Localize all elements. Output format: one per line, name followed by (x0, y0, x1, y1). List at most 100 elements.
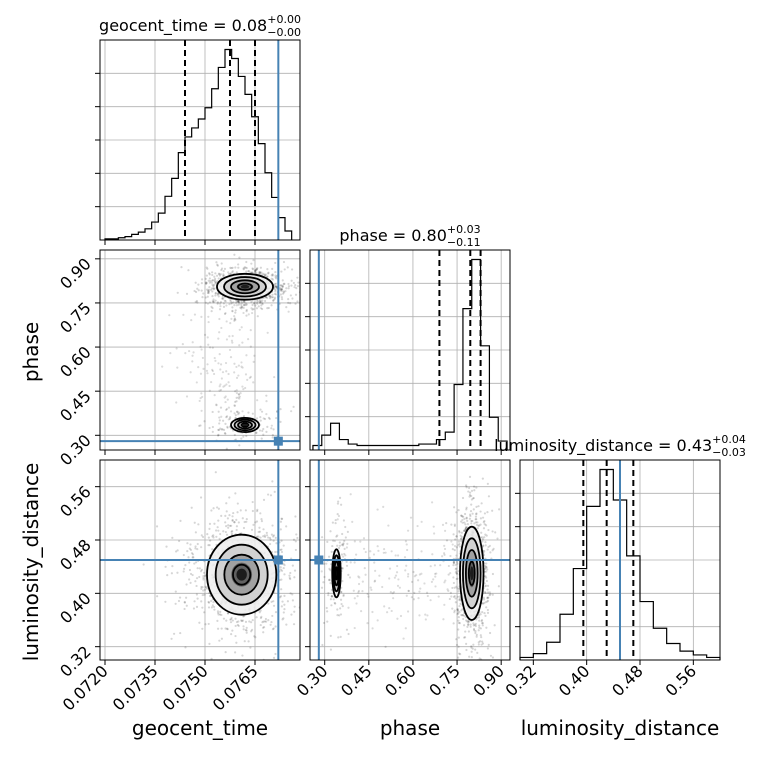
scatter-point (236, 511, 239, 514)
scatter-point (252, 381, 255, 384)
scatter-point (208, 543, 211, 547)
scatter-point (217, 507, 220, 510)
scatter-point (220, 514, 223, 517)
scatter-point (273, 296, 277, 299)
scatter-point (372, 553, 376, 556)
scatter-point (273, 282, 277, 286)
scatter-point (304, 280, 306, 282)
scatter-point (211, 410, 214, 414)
scatter-point (259, 272, 262, 275)
scatter-point (455, 567, 458, 570)
scatter-point (341, 605, 344, 608)
scatter-point (374, 569, 377, 572)
scatter-point (453, 506, 456, 509)
scatter-point (472, 508, 475, 511)
scatter-point (229, 266, 232, 269)
scatter-point (231, 518, 234, 522)
scatter-point (465, 648, 468, 652)
scatter-point (269, 494, 273, 497)
scatter-point (287, 298, 290, 301)
scatter-point (240, 619, 244, 623)
panel-frame-phase (309, 249, 511, 451)
scatter-point (478, 614, 481, 617)
scatter-point (460, 535, 463, 539)
scatter-point (262, 535, 265, 538)
scatter-point (155, 525, 159, 528)
scatter-point (423, 582, 426, 585)
scatter-point (424, 613, 427, 616)
scatter-point (195, 577, 199, 580)
scatter-point (304, 284, 306, 286)
scatter-point (207, 343, 210, 346)
scatter-point (292, 281, 295, 285)
scatter-point (189, 543, 192, 546)
scatter-point (262, 498, 266, 501)
scatter-point (368, 556, 371, 560)
scatter-point (447, 573, 450, 576)
panel-content-geocent-time-luminosity-distance (100, 460, 314, 660)
scatter-point (420, 520, 423, 523)
scatter-point (474, 518, 477, 521)
scatter-point (198, 575, 201, 579)
scatter-point (270, 304, 273, 307)
scatter-point (211, 368, 214, 371)
scatter-point (447, 589, 450, 593)
scatter-point (245, 354, 248, 357)
scatter-point (460, 540, 463, 543)
scatter-point (336, 502, 340, 505)
scatter-point (269, 623, 272, 626)
scatter-point (218, 308, 222, 311)
scatter-point (218, 389, 221, 392)
scatter-point (456, 577, 459, 580)
scatter-point (225, 370, 228, 373)
title-geocent-time-plus: +0.00 (267, 13, 301, 26)
scatter-point (234, 438, 238, 441)
scatter-point (216, 293, 219, 296)
scatter-point (211, 273, 214, 277)
scatter-point (208, 426, 211, 430)
contour-line-phase-luminosity-distance (467, 560, 476, 586)
scatter-point (271, 436, 274, 439)
scatter-point (464, 528, 467, 531)
scatter-point (242, 268, 245, 271)
scatter-point (343, 552, 346, 556)
scatter-point (211, 369, 214, 373)
scatter-point (455, 535, 458, 538)
scatter-point (183, 607, 186, 611)
scatter-point (455, 585, 458, 588)
scatter-point (224, 651, 227, 654)
scatter-point (261, 273, 264, 276)
scatter-point (406, 548, 409, 552)
scatter-point (223, 396, 226, 399)
scatter-point (474, 515, 478, 518)
scatter-point (227, 272, 231, 276)
scatter-point (369, 550, 372, 553)
scatter-point (330, 550, 333, 553)
scatter-point (287, 301, 290, 304)
scatter-point (267, 306, 270, 310)
scatter-point (240, 301, 244, 305)
scatter-point (258, 301, 262, 305)
scatter-point (205, 282, 208, 285)
x-tick-label-phase: 0.90 (469, 661, 508, 700)
scatter-point (478, 657, 481, 660)
scatter-point (221, 371, 225, 374)
scatter-point (211, 306, 214, 310)
scatter-point (340, 553, 344, 556)
scatter-point (194, 281, 197, 284)
scatter-point (339, 635, 342, 638)
scatter-point (452, 561, 456, 565)
scatter-point (395, 571, 399, 574)
scatter-point (333, 539, 337, 543)
scatter-point (288, 576, 291, 579)
scatter-point (480, 636, 483, 639)
scatter-point (437, 595, 440, 598)
scatter-point (253, 354, 256, 357)
scatter-point (484, 601, 487, 604)
scatter-point (349, 561, 352, 564)
scatter-point (234, 309, 237, 312)
scatter-point (240, 307, 243, 310)
scatter-point (312, 616, 314, 618)
scatter-point (255, 616, 258, 619)
scatter-point (337, 500, 340, 503)
